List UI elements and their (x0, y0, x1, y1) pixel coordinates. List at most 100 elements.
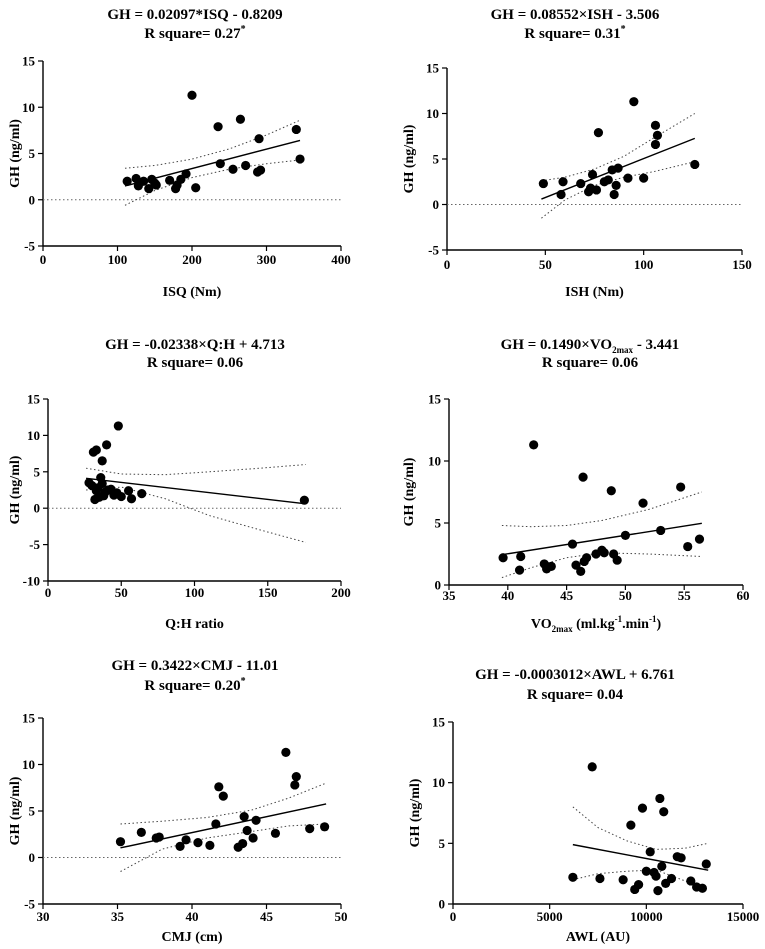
data-point (239, 811, 249, 822)
y-tick-label: 10 (432, 775, 445, 790)
x-tick-label: 0 (45, 585, 52, 600)
data-point (131, 173, 141, 184)
data-point (613, 163, 623, 173)
data-point (595, 873, 605, 884)
data-point (653, 886, 663, 896)
data-point (281, 747, 291, 758)
data-point (639, 173, 649, 183)
y-tick-label: -5 (24, 239, 35, 254)
data-point (235, 114, 246, 124)
x-axis-label: AWL (AU) (566, 930, 631, 945)
chart-title: GH = 0.02097*ISQ - 0.8209 (107, 7, 282, 23)
data-point (91, 445, 101, 455)
y-tick-label: 0 (29, 192, 36, 207)
data-point (529, 440, 539, 450)
y-tick-label: 0 (433, 197, 440, 212)
y-axis-label: GH (ng/ml) (402, 457, 417, 526)
ci-lower-band (572, 869, 709, 890)
x-tick-label: 50 (335, 909, 348, 924)
y-tick-label: 10 (27, 428, 40, 443)
y-tick-label: 5 (439, 836, 446, 851)
data-point (191, 183, 201, 193)
data-point (290, 780, 300, 790)
data-point (626, 820, 636, 830)
x-axis-label: VO2max (ml.kg-1.min-1) (531, 614, 662, 634)
data-point (655, 793, 665, 804)
x-tick-label: 200 (182, 252, 202, 267)
chart-panel-3: GH = -0.02338×Q:H + 4.713 R square= 0.06 -… (8, 337, 351, 632)
chart-title: GH = 0.3422×CMJ - 11.01 (111, 658, 278, 674)
data-point (576, 178, 586, 189)
data-point (676, 482, 686, 492)
data-point (151, 180, 161, 190)
data-point (97, 456, 107, 466)
data-point (211, 819, 221, 829)
data-point (645, 847, 655, 857)
data-point (116, 491, 126, 502)
data-point (593, 128, 604, 138)
x-tick-label: 30 (37, 909, 50, 924)
data-point (213, 122, 223, 132)
r-square-label: R square= 0.31* (524, 24, 625, 42)
data-point (254, 134, 264, 144)
data-point (591, 185, 602, 195)
data-point (568, 872, 578, 882)
data-point (603, 175, 613, 185)
data-point (242, 825, 252, 836)
x-tick-label: 0 (40, 252, 47, 267)
data-point (238, 838, 248, 849)
y-axis-label: GH (ng/ml) (402, 124, 417, 193)
ci-upper-band (86, 464, 306, 476)
ci-upper-band (124, 119, 301, 169)
x-tick-label: 100 (185, 585, 205, 600)
data-point (686, 876, 696, 886)
data-point (606, 486, 616, 496)
data-point (634, 879, 644, 890)
data-point (291, 124, 301, 135)
data-point (113, 421, 123, 431)
x-tick-label: 15000 (727, 909, 760, 924)
ci-lower-band (120, 823, 327, 872)
data-point (218, 791, 228, 801)
ci-upper-band (501, 491, 702, 528)
data-point (295, 154, 305, 164)
y-axis-label: GH (ng/ml) (8, 455, 23, 524)
x-tick-label: 200 (331, 585, 351, 600)
data-point (618, 875, 628, 885)
ci-lower-band (86, 486, 306, 543)
data-point (538, 178, 548, 189)
x-tick-label: 45 (260, 909, 274, 924)
data-point (305, 824, 315, 834)
data-point (701, 859, 711, 869)
r-square-label: R square= 0.06 (542, 355, 639, 371)
data-point (498, 553, 508, 563)
x-tick-label: 10000 (630, 909, 663, 924)
data-point (516, 551, 526, 562)
data-point (638, 498, 648, 508)
x-tick-label: 35 (111, 909, 125, 924)
y-tick-label: 15 (432, 715, 446, 730)
y-tick-label: 10 (426, 106, 439, 121)
data-point (514, 565, 525, 575)
r-square-label: R square= 0.27* (144, 24, 245, 42)
data-point (299, 495, 309, 505)
x-axis-label: ISH (Nm) (565, 285, 624, 300)
data-point (694, 534, 705, 544)
y-tick-label: -10 (23, 574, 40, 589)
data-point (248, 833, 258, 843)
data-point (137, 489, 147, 499)
data-point (546, 561, 556, 572)
y-tick-label: 10 (428, 454, 441, 469)
data-point (651, 871, 661, 881)
y-tick-label: 15 (22, 54, 36, 69)
data-point (181, 835, 191, 845)
data-point (657, 861, 667, 871)
y-tick-label: 5 (435, 516, 442, 531)
y-tick-label: 15 (428, 392, 442, 407)
y-tick-label: 15 (27, 392, 41, 407)
y-tick-label: 10 (22, 100, 35, 115)
data-point (629, 97, 639, 107)
x-tick-label: 55 (678, 588, 692, 603)
x-tick-label: 100 (108, 252, 128, 267)
